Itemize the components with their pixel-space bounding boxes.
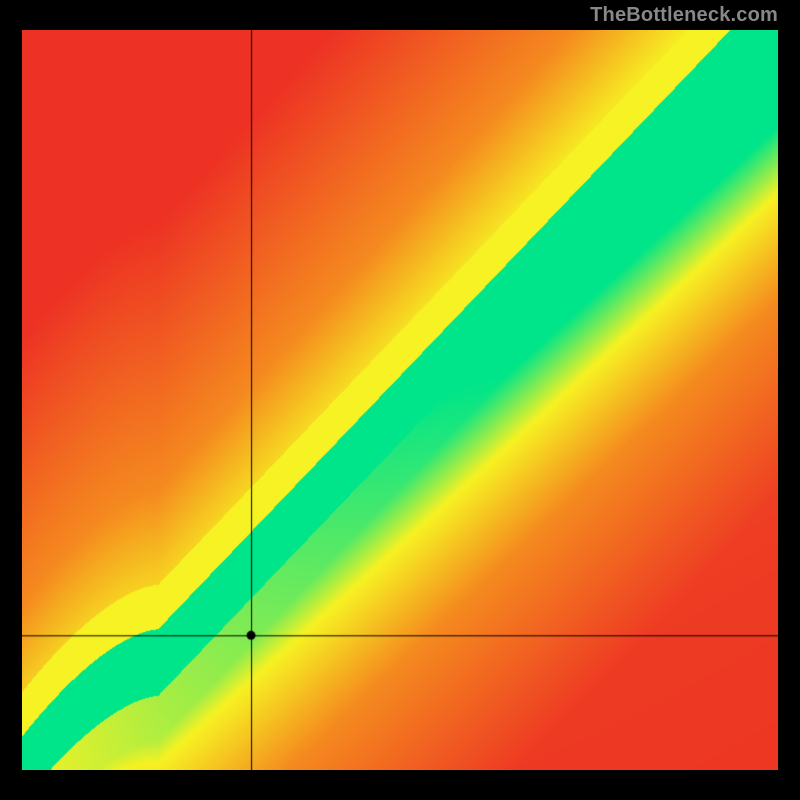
attribution-text: TheBottleneck.com (590, 4, 778, 27)
chart-container: TheBottleneck.com (0, 0, 800, 800)
bottleneck-heatmap (22, 30, 778, 770)
